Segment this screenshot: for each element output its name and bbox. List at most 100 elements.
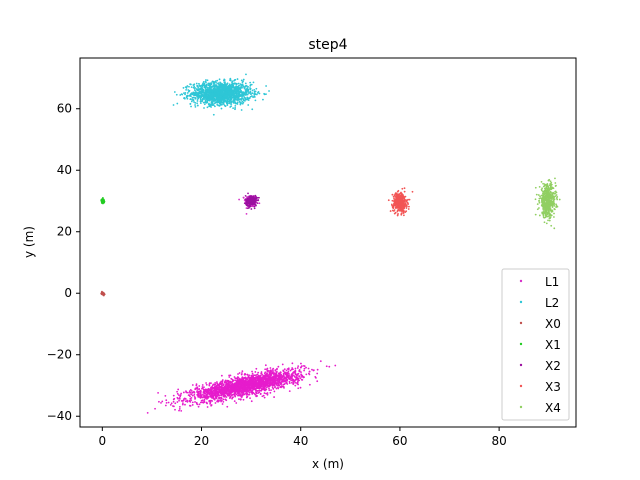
- data-point: [547, 197, 550, 200]
- data-point: [210, 404, 213, 406]
- data-point: [186, 92, 189, 94]
- data-point: [222, 101, 225, 104]
- data-point: [545, 183, 548, 186]
- data-point: [251, 92, 254, 95]
- data-point: [226, 86, 229, 88]
- data-point: [255, 93, 258, 96]
- data-point: [101, 196, 104, 199]
- data-point: [265, 386, 268, 389]
- data-point: [548, 206, 551, 209]
- data-point: [238, 198, 241, 201]
- data-point: [208, 105, 211, 108]
- data-point: [180, 93, 183, 96]
- data-point: [192, 86, 195, 89]
- data-point: [387, 199, 390, 202]
- data-point: [235, 391, 238, 393]
- data-point: [241, 94, 244, 97]
- data-point: [234, 108, 236, 111]
- data-point: [244, 98, 247, 101]
- data-point: [264, 364, 267, 367]
- data-point: [541, 204, 544, 207]
- data-point: [158, 400, 160, 403]
- data-point: [237, 394, 239, 397]
- data-point: [165, 401, 168, 404]
- data-point: [542, 215, 545, 217]
- data-point: [249, 197, 252, 199]
- data-point: [203, 398, 206, 401]
- data-point: [191, 97, 194, 99]
- data-point: [205, 79, 207, 81]
- data-point: [202, 393, 204, 396]
- data-point: [221, 89, 224, 92]
- data-point: [191, 98, 194, 101]
- data-point: [549, 188, 552, 191]
- data-point: [257, 90, 260, 93]
- data-point: [255, 389, 258, 392]
- data-point: [234, 88, 237, 91]
- series-l2-points: [172, 73, 270, 116]
- data-point: [176, 390, 178, 393]
- data-point: [239, 102, 242, 105]
- data-point: [407, 208, 410, 210]
- data-point: [255, 204, 257, 207]
- data-point: [235, 402, 238, 404]
- data-point: [242, 393, 245, 396]
- data-point: [191, 404, 194, 406]
- data-point: [249, 200, 251, 203]
- data-point: [534, 186, 537, 189]
- data-point: [217, 82, 219, 85]
- data-point: [198, 403, 201, 406]
- data-point: [253, 205, 256, 208]
- data-point: [239, 398, 242, 401]
- data-point: [183, 92, 185, 95]
- data-point: [545, 222, 548, 225]
- data-point: [197, 94, 200, 97]
- data-point: [218, 78, 221, 81]
- data-point: [547, 200, 549, 203]
- data-point: [223, 84, 226, 87]
- data-point: [303, 367, 306, 370]
- data-point: [551, 195, 554, 198]
- data-point: [202, 95, 204, 98]
- data-point: [402, 210, 405, 212]
- data-point: [161, 400, 164, 403]
- data-point: [555, 184, 557, 187]
- data-point: [553, 212, 555, 215]
- data-point: [189, 397, 192, 400]
- data-point: [237, 373, 239, 375]
- data-point: [548, 217, 551, 220]
- data-point: [169, 404, 172, 406]
- data-point: [396, 205, 399, 208]
- data-point: [552, 198, 554, 200]
- data-point: [251, 89, 254, 92]
- data-point: [224, 105, 227, 108]
- data-point: [209, 90, 212, 92]
- data-point: [542, 190, 544, 193]
- data-point: [213, 81, 216, 84]
- data-point: [275, 370, 278, 373]
- data-point: [550, 184, 552, 187]
- data-point: [253, 88, 256, 91]
- data-point: [248, 389, 251, 392]
- data-point: [296, 367, 299, 369]
- data-point: [203, 98, 206, 100]
- data-point: [208, 102, 210, 105]
- data-point: [405, 205, 408, 208]
- data-point: [396, 201, 399, 203]
- chart-title: step4: [308, 37, 347, 53]
- data-point: [214, 92, 217, 95]
- data-point: [546, 198, 548, 201]
- data-point: [240, 86, 243, 89]
- data-point: [404, 202, 407, 205]
- data-point: [199, 98, 202, 101]
- data-point: [101, 198, 103, 201]
- data-point: [548, 202, 551, 205]
- data-point: [239, 83, 242, 86]
- data-point: [551, 204, 554, 207]
- data-point: [244, 194, 247, 197]
- data-point: [253, 392, 256, 395]
- data-point: [275, 373, 278, 376]
- data-point: [545, 214, 548, 217]
- data-point: [196, 100, 199, 102]
- data-point: [218, 104, 221, 107]
